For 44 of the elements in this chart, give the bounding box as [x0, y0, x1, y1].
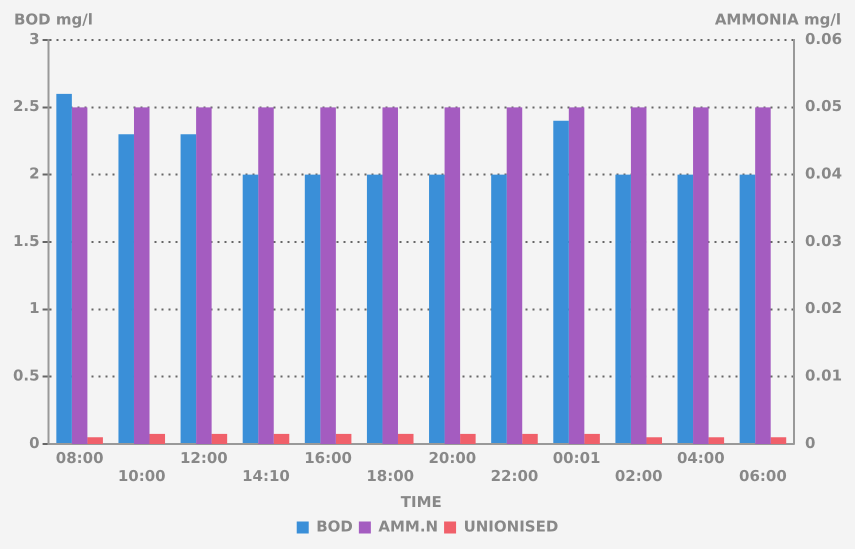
y2-tick-label: 0 — [804, 434, 816, 452]
y-tick-label: 0.5 — [12, 366, 40, 385]
x-tick-label: 22:00 — [490, 466, 538, 485]
legend-label: AMM.N — [378, 517, 438, 536]
bar — [584, 434, 600, 444]
bar — [212, 434, 228, 444]
bar — [646, 437, 662, 444]
y-tick-label: 1 — [29, 299, 40, 318]
bar — [150, 434, 166, 444]
x-tick-label: 10:00 — [118, 466, 166, 485]
y2-tick-label: 0.02 — [804, 299, 842, 318]
bar — [770, 437, 786, 444]
y-tick-label: 2.5 — [12, 97, 40, 116]
bar — [87, 437, 103, 444]
y-tick-label: 0 — [29, 434, 40, 452]
x-tick-label: 06:00 — [739, 466, 787, 485]
bar — [522, 434, 538, 444]
bar — [398, 434, 414, 444]
bar — [274, 434, 290, 444]
y2-tick-label: 0.03 — [804, 232, 842, 250]
y-tick-label: 3 — [29, 30, 40, 48]
y-tick-label: 1.5 — [12, 232, 40, 250]
y2-axis-title: AMMONIA mg/l — [714, 10, 841, 28]
x-tick-label: 02:00 — [614, 466, 663, 485]
y2-tick-label: 0.06 — [804, 30, 842, 48]
x-axis-title: TIME — [400, 492, 442, 511]
x-tick-label: 08:00 — [56, 448, 104, 467]
x-tick-label: 04:00 — [676, 448, 725, 467]
x-tick-label: 14:10 — [242, 466, 290, 485]
x-tick-label: 20:00 — [428, 448, 476, 467]
legend-label: UNIONISED — [464, 517, 558, 536]
bar — [708, 437, 724, 444]
y2-tick-label: 0.01 — [804, 366, 842, 385]
legend-label: BOD — [316, 517, 353, 536]
bar — [336, 434, 352, 444]
x-tick-label: 00:01 — [552, 448, 600, 467]
y-tick-label: 2 — [29, 164, 40, 183]
x-tick-label: 16:00 — [304, 448, 352, 467]
x-tick-label: 12:00 — [180, 448, 228, 467]
y2-tick-label: 0.04 — [804, 164, 842, 183]
y-axis-title: BOD mg/l — [14, 10, 93, 28]
bar — [460, 434, 476, 444]
y2-tick-label: 0.05 — [804, 97, 842, 116]
x-tick-label: 18:00 — [366, 466, 414, 485]
